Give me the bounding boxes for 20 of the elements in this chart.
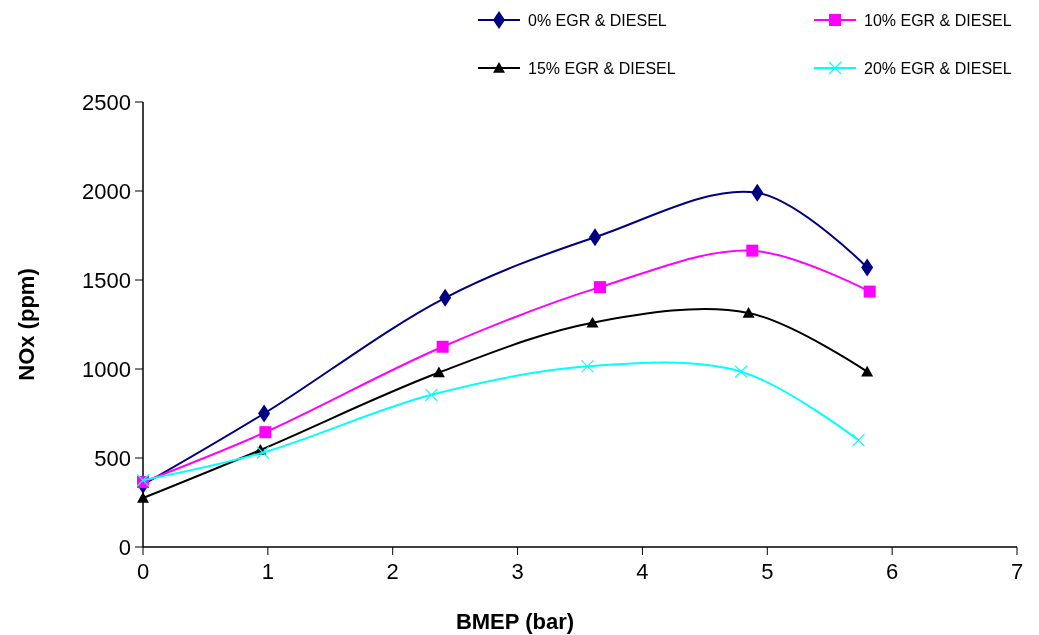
x-axis-title: BMEP (bar) xyxy=(455,609,575,634)
legend-label: 10% EGR & DIESEL xyxy=(864,11,1012,29)
x-tick-label: 7 xyxy=(1010,559,1024,584)
legend-label: 20% EGR & DIESEL xyxy=(864,59,1012,77)
y-tick-label: 500 xyxy=(94,445,131,471)
x-tick-label: 4 xyxy=(636,559,649,584)
y-tick-label: 2500 xyxy=(82,89,131,115)
x-tick-label: 0 xyxy=(136,559,150,584)
y-axis-title: NOx (ppm) xyxy=(14,268,39,381)
x-tick-label: 3 xyxy=(511,559,524,584)
legend-label: 15% EGR & DIESEL xyxy=(528,59,676,77)
y-tick-label: 1500 xyxy=(82,267,131,293)
x-tick-label: 6 xyxy=(886,559,899,584)
x-tick-label: 2 xyxy=(386,559,399,584)
x-tick-label: 5 xyxy=(761,559,774,584)
y-tick-label: 1000 xyxy=(82,356,131,382)
x-tick-label: 1 xyxy=(261,559,274,584)
legend-label: 0% EGR & DIESEL xyxy=(528,11,667,29)
y-tick-label: 2000 xyxy=(82,178,131,204)
y-tick-label: 0 xyxy=(118,534,131,560)
